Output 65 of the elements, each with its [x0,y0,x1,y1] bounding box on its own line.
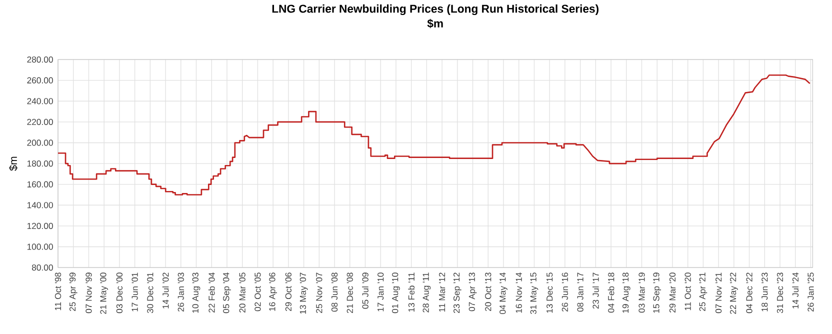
x-tick-label: 16 Apr '06 [269,272,277,311]
x-tick-label: 13 May '07 [300,272,308,314]
x-tick-label: 08 Jun '08 [331,272,338,312]
x-tick-label: 26 Jun '16 [562,272,568,312]
x-tick-label: 11 Oct '20 [684,272,691,310]
x-tick-label: 26 Jan '03 [178,272,184,312]
x-tick-label: 03 Dec '00 [116,272,123,313]
y-tick-label: 180.00 [27,160,53,167]
x-tick-label: 29 Oct '06 [285,272,292,311]
x-tick-label: 21 Dec '08 [346,272,353,313]
y-tick-label: 140.00 [27,202,53,208]
x-tick-label: 04 May '14 [500,272,508,314]
x-tick-label: 23 Jul '17 [592,272,599,309]
x-tick-label: 10 Aug '03 [192,272,200,313]
x-tick-label: 07 Nov '99 [86,272,92,313]
x-tick-label: 04 Dec '22 [746,272,752,313]
y-tick-label: 240.00 [27,98,53,104]
x-tick-label: 11 Oct '98 [54,272,62,310]
x-tick-label: 29 Mar '20 [669,272,676,312]
y-tick-label: 80.00 [32,264,53,271]
x-tick-label: 15 Sep '19 [653,272,662,313]
x-tick-label: 30 Dec '01 [147,272,154,313]
x-tick-label: 19 Aug '18 [622,272,630,313]
y-axis-title: $m [8,156,18,171]
line-series [58,74,811,196]
x-tick-label: 17 Jan '10 [378,272,384,312]
x-tick-label: 25 Apr '99 [69,272,78,311]
x-tick-label: 22 May '22 [730,272,738,314]
x-tick-label: 22 Feb '04 [208,272,215,312]
x-tick-label: 03 Mar '19 [638,272,645,312]
x-tick-label: 07 Apr '13 [468,272,477,312]
x-tick-label: 31 Dec '23 [776,272,784,313]
x-tick-label: 04 Feb '18 [608,272,614,313]
x-tick-label: 28 Aug '11 [422,272,431,312]
x-tick-label: 08 Jan '17 [577,272,584,312]
x-tick-label: 23 Sep '12 [453,272,462,313]
chart-title: LNG Carrier Newbuilding Prices (Long Run Historical Series) [272,4,598,15]
x-tick-label: 26 Jan '25 [808,272,814,312]
x-tick-label: 20 Mar '05 [239,272,246,312]
y-tick-label: 100.00 [27,244,53,250]
x-tick-label: 20 Oct '13 [485,272,492,311]
y-tick-label: 120.00 [27,222,53,229]
x-tick-label: 13 Dec '15 [546,272,553,313]
x-tick-label: 14 Jul '24 [792,272,799,308]
x-tick-label: 21 May '00 [100,272,108,314]
x-tick-label: 01 Aug '10 [392,272,400,313]
y-tick-label: 160.00 [27,181,53,188]
chart-subtitle: $m [427,18,443,28]
y-tick-label: 260.00 [27,77,53,84]
x-tick-label: 07 Nov '21 [715,272,722,313]
x-tick-label: 25 Nov '07 [316,272,322,313]
x-tick-label: 25 Apr '21 [699,272,708,311]
x-tick-label: 05 Jul '09 [362,272,368,309]
x-tick-label: 16 Nov '14 [516,272,522,313]
y-tick-label: 220.00 [27,118,53,125]
x-tick-label: 13 Feb '11 [408,272,414,312]
x-tick-label: 14 Jul '02 [162,272,169,308]
x-tick-label: 31 May '15 [530,272,538,314]
x-tick-label: 05 Sep '04 [223,272,231,313]
x-tick-label: 11 Mar '12 [438,272,446,312]
y-tick-label: 280.00 [27,56,53,63]
x-tick-label: 02 Oct '05 [254,272,261,312]
x-tick-label: 18 Jun '23 [762,272,768,312]
y-tick-label: 200.00 [27,140,53,146]
x-tick-label: 17 Jun '01 [132,272,138,312]
